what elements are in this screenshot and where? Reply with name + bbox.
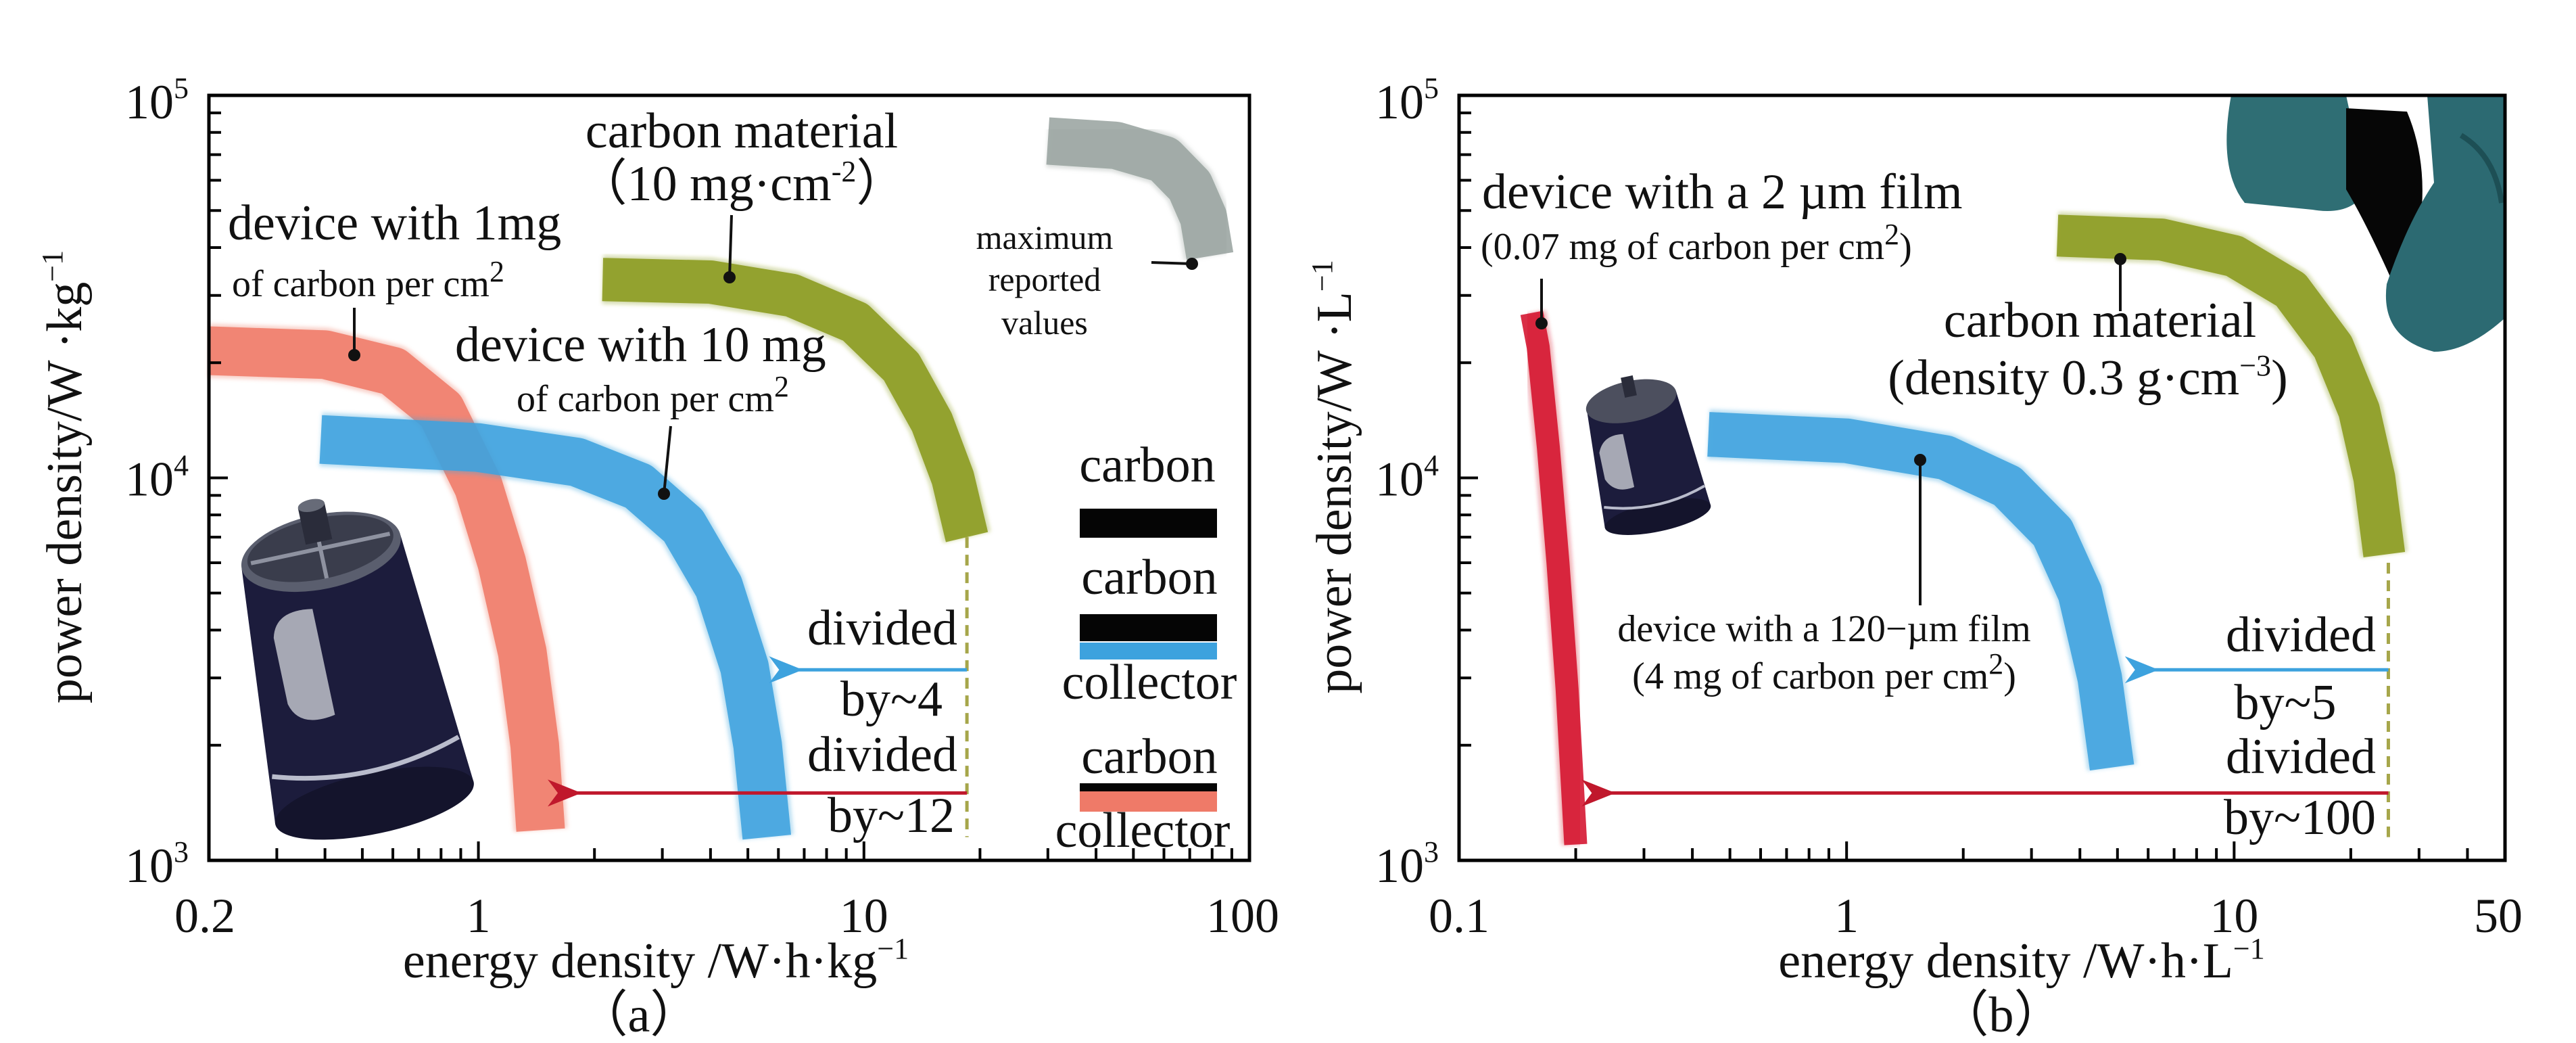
series-band [1707, 412, 2134, 771]
y-tick-label: 103 [1375, 835, 1439, 893]
device-2um-label: device with a 2 µm film [1482, 164, 1963, 220]
y-tick-exponent: 3 [174, 835, 189, 868]
device-1mg-sublabel: of carbon per cm2 [232, 255, 504, 305]
gloved-hand-image [2226, 95, 2505, 352]
y-tick-label: 105 [1375, 72, 1439, 129]
factor-label-2: by~100 [2224, 790, 2376, 845]
legend-carbon-2: carbon [1081, 550, 1217, 605]
x-axis-label: energy density /W·h·kg−1 [403, 932, 909, 989]
leader-lines [1535, 253, 2126, 605]
series-band [1520, 310, 1588, 845]
carbon-material-label: carbon material [586, 103, 898, 159]
y-tick-base: 10 [1375, 75, 1424, 129]
series-band [319, 415, 792, 840]
max-reported-label-1: maximum [976, 218, 1114, 256]
y-tick-label: 103 [125, 835, 189, 893]
y-tick-exponent: 4 [174, 449, 189, 482]
y-axis-label: power density/W ·kg−1 [36, 250, 93, 703]
divided-label-2: divided [807, 727, 957, 783]
x-tick-label: 0.2 [174, 889, 235, 943]
max-reported-label-2: reported [988, 260, 1101, 298]
y-tick-label: 104 [125, 449, 189, 507]
device-10mg-label: device with 10 mg [455, 317, 826, 373]
y-tick-label: 104 [1375, 449, 1439, 507]
device-10mg-sublabel: of carbon per cm2 [517, 370, 789, 420]
supercapacitor-device-image [241, 499, 474, 840]
factor-label-1: by~5 [2234, 675, 2336, 731]
y-axis-label: power density/W ·L−1 [1306, 260, 1362, 693]
device-2um-sublabel: (0.07 mg of carbon per cm2) [1481, 218, 1912, 268]
x-tick-label: 1 [467, 889, 491, 943]
divided-label-2: divided [2226, 729, 2376, 785]
y-tick-exponent: 3 [1424, 835, 1439, 868]
device-1mg-label: device with 1mg [228, 195, 561, 251]
x-tick-label: 1 [1834, 889, 1859, 943]
series-band [1046, 117, 1234, 260]
legend-carbon-bar-2 [1080, 614, 1217, 641]
y-tick-base: 10 [125, 75, 174, 129]
legend-collector-2: collector [1055, 803, 1231, 858]
legend-collector-bar-blue [1080, 643, 1217, 659]
factor-label-1: by~4 [840, 672, 943, 727]
legend-carbon-bar [1080, 509, 1217, 538]
series-band [2056, 214, 2406, 557]
x-tick-label: 10 [2210, 889, 2258, 943]
device-120um-sublabel: (4 mg of carbon per cm2) [1632, 647, 2016, 697]
panel-label: （a） [578, 988, 700, 1043]
legend-collector-bar-red [1080, 791, 1217, 812]
y-tick-exponent: 5 [174, 72, 189, 105]
legend-carbon-3: carbon [1081, 729, 1217, 785]
supercapacitor-device-image [1585, 375, 1711, 535]
y-tick-exponent: 5 [1424, 72, 1439, 105]
divided-label-1: divided [2226, 607, 2376, 663]
series-band [602, 258, 988, 542]
y-tick-exponent: 4 [1424, 449, 1439, 482]
y-tick-base: 10 [125, 839, 174, 893]
x-tick-label: 100 [1206, 889, 1279, 943]
legend-carbon-1: carbon [1079, 438, 1215, 493]
divided-label-1: divided [807, 601, 957, 656]
series-band-glow [1707, 409, 2137, 771]
x-axis-label: energy density /W·h·L−1 [1778, 932, 2264, 989]
y-tick-base: 10 [125, 453, 174, 507]
max-reported-label-3: values [1001, 304, 1088, 342]
y-tick-base: 10 [1375, 839, 1424, 893]
carbon-material-density-label: (density 0.3 g·cm−3) [1888, 349, 2287, 406]
factor-label-2: by~12 [828, 788, 955, 843]
leader-lines [348, 214, 1198, 500]
panel-label: （b） [1939, 988, 2064, 1043]
legend: carbon carbon collector carbon collector [1055, 438, 1237, 858]
series-band [208, 326, 565, 832]
y-tick-base: 10 [1375, 453, 1424, 507]
legend-carbon-bar-thin [1080, 783, 1217, 791]
carbon-material-loading-label: （10 mg·cm-2） [577, 155, 907, 212]
x-tick-label: 50 [2474, 889, 2523, 943]
x-tick-label: 0.1 [1429, 889, 1489, 943]
y-tick-label: 105 [125, 72, 189, 129]
device-120um-label: device with a 120−µm film [1617, 608, 2030, 650]
carbon-material-label: carbon material [1944, 293, 2256, 348]
legend-collector-1: collector [1062, 655, 1237, 710]
x-tick-label: 10 [840, 889, 888, 943]
